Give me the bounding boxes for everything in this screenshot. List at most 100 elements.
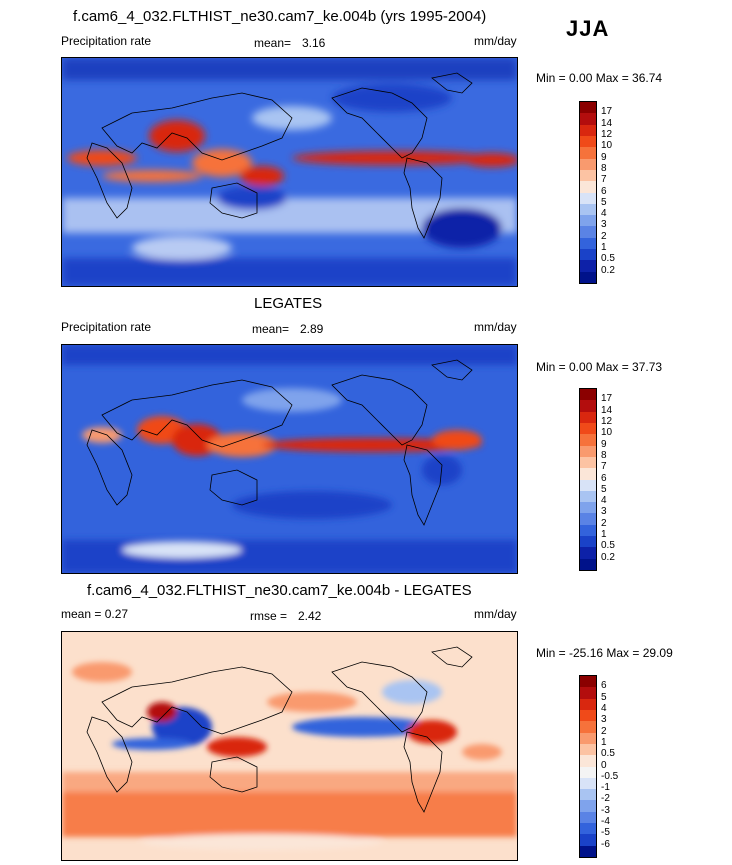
colorbar-tick-label: -3: [601, 804, 610, 816]
colorbar-segment: [580, 422, 596, 435]
colorbar-tick-label: 0.5: [601, 748, 615, 760]
colorbar-segment: [580, 271, 596, 283]
panel2-minmax: Min = 0.00 Max = 37.73: [536, 360, 663, 374]
colorbar-tick-label: 1: [601, 529, 607, 541]
colorbar-tick-label: 12: [601, 128, 613, 140]
colorbar-tick-label: -4: [601, 816, 610, 828]
colorbar-segment: [580, 823, 596, 835]
colorbar-tick-label: 5: [601, 483, 607, 495]
panel2-mean-label: mean=: [252, 322, 290, 336]
colorbar-tick-label: -2: [601, 793, 610, 805]
colorbar-tick-label: 0.5: [601, 540, 615, 552]
panel1-left-label: Precipitation rate: [61, 34, 152, 48]
colorbar-tick-label: 2: [601, 725, 607, 737]
colorbar-segment: [580, 249, 596, 261]
panel3-map-svg: [62, 632, 517, 860]
colorbar-segment: [580, 434, 596, 446]
colorbar-segment: [580, 800, 596, 812]
colorbar-tick-label: 5: [601, 691, 607, 703]
colorbar-tick-label: 0: [601, 759, 607, 771]
panel2-left-label: Precipitation rate: [61, 320, 152, 334]
colorbar-tick-label: 4: [601, 495, 607, 507]
colorbar-tick-label: 8: [601, 162, 607, 174]
colorbar-segment: [580, 834, 596, 846]
panel2-coastlines: [86, 359, 473, 526]
colorbar-tick-label: 17: [601, 393, 613, 405]
panel2-title: LEGATES: [254, 295, 323, 312]
colorbar-segment: [580, 479, 596, 491]
colorbar-segment: [580, 226, 596, 238]
colorbar-tick-label: 1: [601, 242, 607, 254]
panel3-minmax: Min = -25.16 Max = 29.09: [536, 646, 673, 660]
colorbar-tick-label: 4: [601, 208, 607, 220]
colorbar-segment: [580, 676, 596, 688]
panel1-units: mm/day: [474, 34, 517, 48]
colorbar-tick-label: -0.5: [601, 770, 619, 782]
colorbar-segment: [580, 845, 596, 857]
colorbar-segment: [580, 558, 596, 570]
colorbar-tick-label: 2: [601, 517, 607, 529]
colorbar-segment: [580, 113, 596, 125]
panel1-minmax: Min = 0.00 Max = 36.74: [536, 71, 663, 85]
colorbar-segment: [580, 400, 596, 412]
colorbar-segment: [580, 192, 596, 204]
colorbar-tick-label: 3: [601, 506, 607, 518]
colorbar-segment: [580, 789, 596, 801]
colorbar-segment: [580, 456, 596, 469]
panel3-coastlines: [86, 646, 473, 813]
panel3-title: f.cam6_4_032.FLTHIST_ne30.cam7_ke.004b -…: [87, 582, 472, 599]
colorbar-segment: [580, 203, 596, 216]
colorbar-tick-label: 0.5: [601, 253, 615, 265]
colorbar-tick-label: 17: [601, 106, 613, 118]
colorbar-tick-label: 14: [601, 117, 613, 129]
colorbar-tick-label: -1: [601, 782, 610, 794]
colorbar-segment: [580, 158, 596, 170]
panel3-left-label: mean = 0.27: [61, 607, 129, 621]
colorbar-tick-label: 8: [601, 449, 607, 461]
colorbar-tick-label: 6: [601, 472, 607, 484]
colorbar-segment: [580, 524, 596, 537]
colorbar-tick-label: 3: [601, 219, 607, 231]
colorbar-tick-label: 6: [601, 185, 607, 197]
colorbar-segment: [580, 777, 596, 790]
colorbar-segment: [580, 766, 596, 778]
colorbar-segment: [580, 536, 596, 548]
panel1-mean-value: 3.16: [302, 36, 326, 50]
colorbar-segment: [580, 468, 596, 480]
colorbar-tick-label: -5: [601, 827, 610, 839]
colorbar-tick-label: 0.2: [601, 551, 615, 563]
panel1-coastlines: [86, 72, 473, 239]
panel3-map: [61, 631, 518, 861]
colorbar-segment: [580, 709, 596, 722]
panel3-rmse-label: rmse =: [250, 609, 288, 623]
panel3-colorbar: [579, 675, 597, 858]
panel2-units: mm/day: [474, 320, 517, 334]
colorbar-tick-label: 4: [601, 702, 607, 714]
colorbar-segment: [580, 811, 596, 824]
colorbar-tick-label: 5: [601, 196, 607, 208]
panel1-title: f.cam6_4_032.FLTHIST_ne30.cam7_ke.004b (…: [73, 8, 487, 25]
panel1-map: [61, 57, 518, 287]
colorbar-segment: [580, 147, 596, 159]
colorbar-tick-label: 1: [601, 736, 607, 748]
colorbar-segment: [580, 547, 596, 559]
colorbar-tick-label: 9: [601, 151, 607, 163]
colorbar-segment: [580, 411, 596, 423]
season-label: JJA: [566, 16, 610, 41]
colorbar-segment: [580, 732, 596, 744]
colorbar-tick-label: 2: [601, 230, 607, 242]
colorbar-segment: [580, 687, 596, 699]
colorbar-segment: [580, 513, 596, 525]
colorbar-segment: [580, 181, 596, 193]
panel1-mean-label: mean=: [254, 36, 292, 50]
colorbar-segment: [580, 124, 596, 136]
colorbar-tick-label: 7: [601, 461, 607, 473]
colorbar-segment: [580, 755, 596, 767]
panel2-map-svg: [62, 345, 517, 573]
colorbar-segment: [580, 698, 596, 710]
colorbar-segment: [580, 445, 596, 457]
colorbar-tick-label: 7: [601, 174, 607, 186]
colorbar-segment: [580, 502, 596, 514]
panel3-rmse-value: 2.42: [298, 609, 322, 623]
colorbar-segment: [580, 743, 596, 756]
